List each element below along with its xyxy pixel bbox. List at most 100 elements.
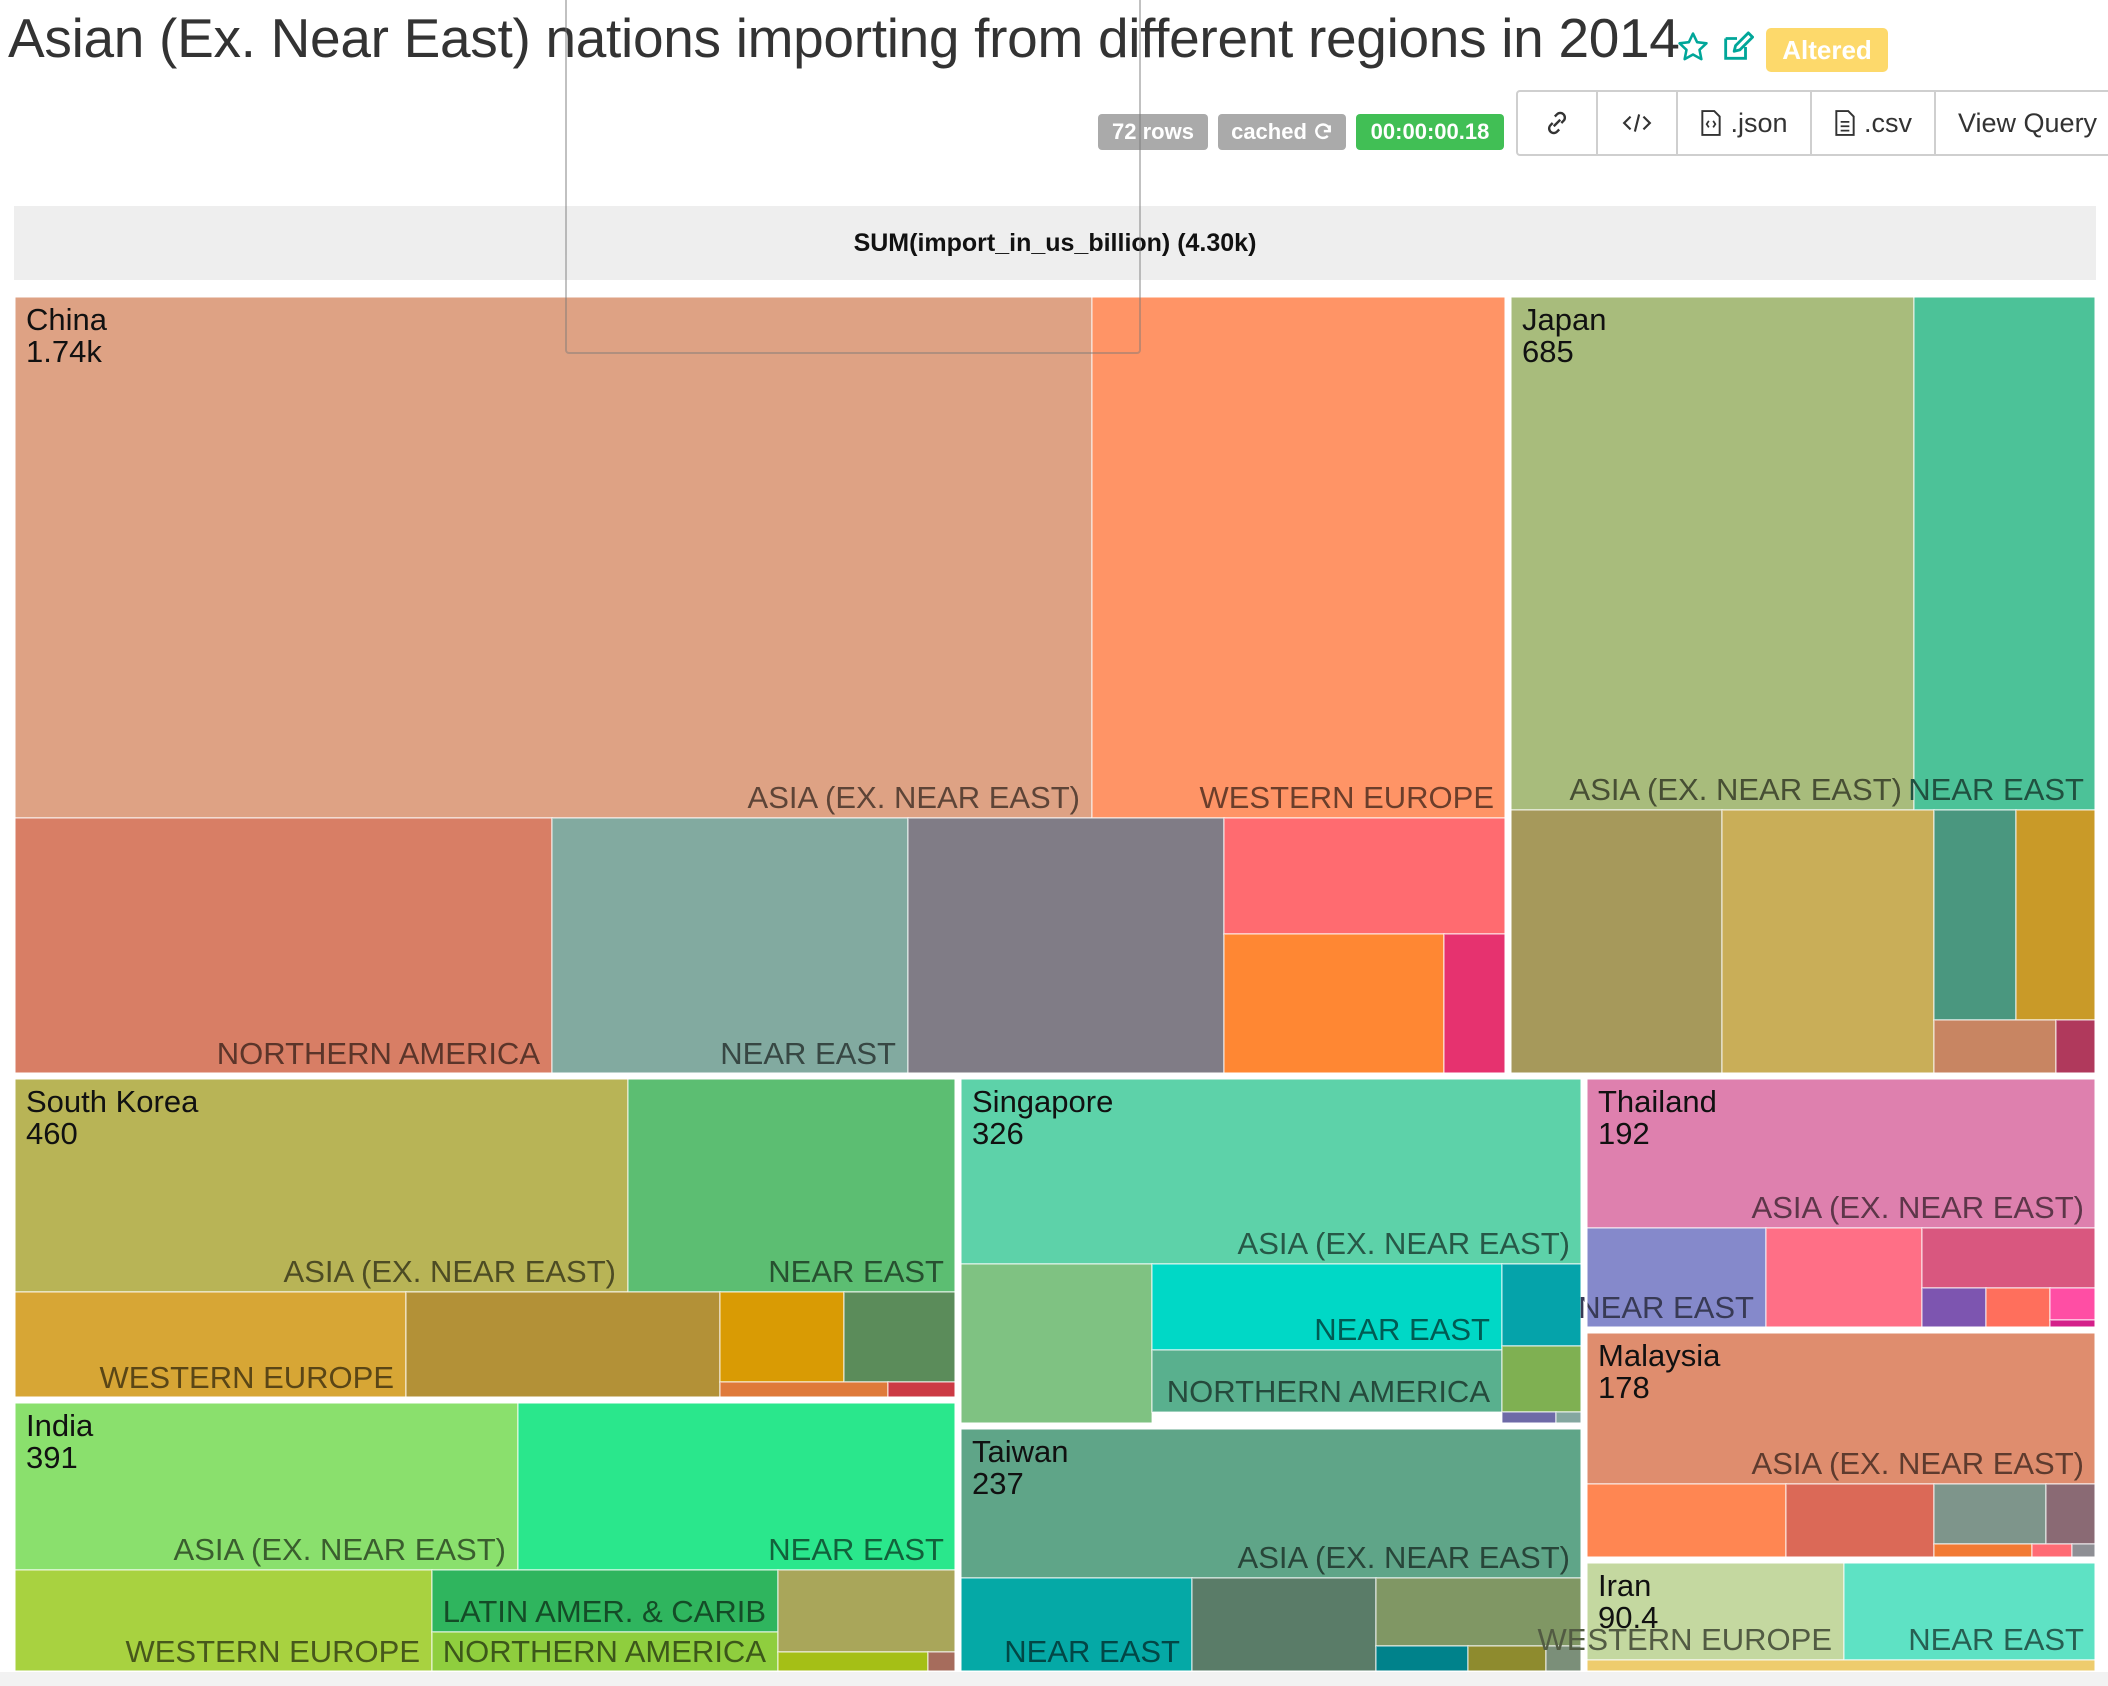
treemap-country-name: India xyxy=(26,1408,94,1443)
treemap-cell-south-korea-region-7[interactable] xyxy=(887,1381,957,1399)
treemap-cell-label: ASIA (EX. NEAR EAST) xyxy=(1238,1540,1570,1575)
treemap-cell-thailand-asia-ex-near-east[interactable] xyxy=(1585,1077,2097,1229)
file-json-icon xyxy=(1701,110,1722,136)
treemap-cell-china-asia-ex-near-east[interactable] xyxy=(13,295,1093,819)
treemap-cell-malaysia-region-7[interactable] xyxy=(2071,1543,2097,1559)
treemap-cell-thailand-near-east[interactable] xyxy=(1585,1227,1767,1329)
treemap-cell-south-korea-region-6[interactable] xyxy=(719,1381,889,1399)
treemap-cell-china-northern-america[interactable] xyxy=(13,817,553,1075)
treemap-cell-japan-region-3[interactable] xyxy=(1721,809,1935,1075)
treemap-cell-malaysia-region-2[interactable] xyxy=(1785,1483,1935,1559)
cached-label: cached xyxy=(1231,119,1307,144)
treemap-cell-india-asia-ex-near-east[interactable] xyxy=(13,1401,519,1571)
bottom-scrollbar[interactable] xyxy=(0,1672,2108,1686)
treemap-cell-taiwan-region-4[interactable] xyxy=(1375,1645,1469,1673)
cached-badge[interactable]: cached xyxy=(1218,114,1346,150)
treemap-country-value: 685 xyxy=(1522,334,1574,369)
treemap-cell-thailand-region-4[interactable] xyxy=(1921,1287,1987,1329)
treemap-cell-singapore-region-5[interactable] xyxy=(1501,1345,1583,1413)
treemap-cell-china-region-5[interactable] xyxy=(1223,817,1507,935)
treemap-cell-malaysia-region-4[interactable] xyxy=(2045,1483,2097,1545)
treemap-cell-malaysia-region-3[interactable] xyxy=(1933,1483,2047,1545)
treemap-cell-label: WESTERN EUROPE xyxy=(1537,1622,1832,1657)
treemap-cell-label: ASIA (EX. NEAR EAST) xyxy=(748,780,1080,815)
treemap-cell-japan-asia-ex-near-east[interactable] xyxy=(1509,295,1915,811)
treemap-cell-thailand-region-2[interactable] xyxy=(1765,1227,1923,1329)
treemap-cell-india-region-7[interactable] xyxy=(927,1651,957,1673)
treemap-cell-label: ASIA (EX. NEAR EAST) xyxy=(1238,1226,1570,1261)
treemap-cell-singapore-northern-america[interactable] xyxy=(1151,1349,1503,1413)
treemap-country-name: Singapore xyxy=(972,1084,1113,1119)
treemap-cell-japan-region-7[interactable] xyxy=(2055,1019,2097,1075)
csv-label: .csv xyxy=(1863,107,1912,138)
treemap-cell-south-korea-region-5[interactable] xyxy=(843,1291,957,1383)
view-query-label: View Query xyxy=(1958,107,2098,138)
treemap-cell-japan-region-4[interactable] xyxy=(1933,809,2017,1021)
treemap-cell-china-western-europe[interactable] xyxy=(1091,295,1507,819)
treemap-country-china[interactable]: ASIA (EX. NEAR EAST) WESTERN EUROPE NORTHE… xyxy=(12,294,1508,1076)
treemap-cell-iran-near-east[interactable] xyxy=(1843,1561,2097,1661)
treemap-cell-south-korea-region-3[interactable] xyxy=(405,1291,721,1399)
treemap-country-value: 391 xyxy=(26,1440,78,1475)
export-json-button[interactable]: .json xyxy=(1678,92,1812,154)
treemap-country-value: 460 xyxy=(26,1116,78,1151)
treemap-cell-iran-region-2[interactable] xyxy=(1585,1659,2097,1673)
treemap-cell-india-latin-amer-carib[interactable] xyxy=(431,1569,779,1633)
treemap-cell-south-korea-region-4[interactable] xyxy=(719,1291,845,1383)
treemap-cell-india-region-5[interactable] xyxy=(777,1569,957,1653)
code-icon xyxy=(1622,114,1652,132)
treemap-cell-china-near-east[interactable] xyxy=(551,817,909,1075)
treemap-cell-india-region-6[interactable] xyxy=(777,1651,929,1673)
export-csv-button[interactable]: .csv xyxy=(1812,92,1936,154)
treemap-cell-india-near-east[interactable] xyxy=(517,1401,957,1571)
embed-code-button[interactable] xyxy=(1598,92,1678,154)
treemap-cell-label: WESTERN EUROPE xyxy=(99,1360,394,1395)
treemap-cell-label: ASIA (EX. NEAR EAST) xyxy=(1752,1190,2084,1225)
star-icon[interactable] xyxy=(1676,30,1710,64)
treemap-country-singapore[interactable]: ASIA (EX. NEAR EAST) NEAR EAST NORTHERN AM… xyxy=(958,1076,1584,1426)
treemap-cell-thailand-region-5[interactable] xyxy=(1985,1287,2051,1329)
treemap-cell-thailand-region-3[interactable] xyxy=(1921,1227,2097,1289)
treemap-cell-south-korea-western-europe[interactable] xyxy=(13,1291,407,1399)
treemap-cell-china-region-6[interactable] xyxy=(1223,933,1445,1075)
treemap-cell-singapore-region-1[interactable] xyxy=(959,1263,1153,1425)
treemap-cell-india-northern-america[interactable] xyxy=(431,1631,779,1673)
treemap-cell-japan-region-2[interactable] xyxy=(1509,809,1723,1075)
treemap-cell-thailand-region-6[interactable] xyxy=(2049,1287,2097,1321)
treemap-cell-malaysia-region-1[interactable] xyxy=(1585,1483,1787,1559)
edit-icon[interactable] xyxy=(1720,30,1754,64)
treemap-country-name: South Korea xyxy=(26,1084,199,1119)
treemap-country-south-korea[interactable]: ASIA (EX. NEAR EAST) NEAR EAST WESTERN EUR… xyxy=(12,1076,958,1400)
treemap-cell-malaysia-region-5[interactable] xyxy=(1933,1543,2033,1559)
view-query-button[interactable]: View Query xyxy=(1936,92,2108,154)
treemap-cell-label: NEAR EAST xyxy=(1314,1312,1490,1347)
treemap-cell-singapore-region-6[interactable] xyxy=(1501,1411,1557,1425)
treemap-cell-label: NEAR EAST xyxy=(768,1254,944,1289)
treemap-cell-japan-region-5[interactable] xyxy=(2015,809,2097,1021)
treemap-cell-malaysia-region-6[interactable] xyxy=(2031,1543,2073,1559)
treemap-cell-japan-region-6[interactable] xyxy=(1933,1019,2057,1075)
treemap-cell-taiwan-region-2[interactable] xyxy=(1191,1577,1377,1673)
treemap-cell-south-korea-asia-ex-near-east[interactable] xyxy=(13,1077,629,1293)
refresh-icon xyxy=(1315,123,1331,140)
treemap-cell-singapore-region-7[interactable] xyxy=(1555,1411,1583,1425)
treemap-cell-malaysia-asia-ex-near-east[interactable] xyxy=(1585,1331,2097,1485)
treemap-cell-singapore-region-4[interactable] xyxy=(1501,1263,1583,1347)
treemap-cell-china-region-7[interactable] xyxy=(1443,933,1507,1075)
treemap-cell-taiwan-region-5[interactable] xyxy=(1467,1645,1547,1673)
treemap-country-india[interactable]: ASIA (EX. NEAR EAST) NEAR EAST WESTERN EUR… xyxy=(12,1400,958,1674)
treemap-cell-india-western-europe[interactable] xyxy=(13,1569,433,1673)
treemap-cell-japan-near-east[interactable] xyxy=(1913,295,2097,811)
treemap-country-value: 192 xyxy=(1598,1116,1650,1151)
treemap-country-value: 237 xyxy=(972,1466,1024,1501)
treemap-cell-south-korea-near-east[interactable] xyxy=(627,1077,957,1293)
link-button[interactable] xyxy=(1518,92,1598,154)
treemap-cell-china-region-4[interactable] xyxy=(907,817,1225,1075)
treemap-cell-label: LATIN AMER. & CARIB xyxy=(443,1594,766,1629)
treemap-country-name: Iran xyxy=(1598,1568,1651,1603)
